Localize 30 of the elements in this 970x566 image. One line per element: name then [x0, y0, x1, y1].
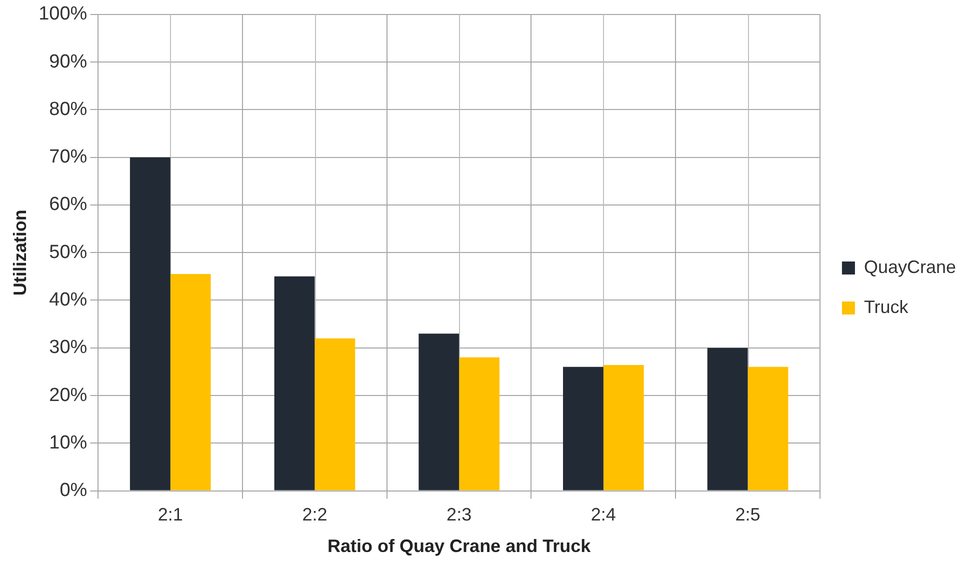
y-tick-label: 70% — [49, 146, 88, 168]
x-tick-label: 2:1 — [158, 504, 183, 525]
bar — [314, 338, 356, 490]
y-tick-label: 60% — [49, 194, 88, 216]
bar — [130, 157, 170, 490]
y-tick-label: 50% — [49, 242, 88, 263]
x-tick-label: 2:4 — [590, 504, 616, 525]
bar — [170, 274, 211, 490]
bar — [748, 366, 788, 490]
bar — [707, 348, 748, 490]
bar — [563, 366, 604, 490]
bar — [274, 276, 315, 490]
y-tick-label: 20% — [49, 384, 88, 406]
y-axis-title: Utilization — [10, 210, 30, 296]
legend-label: QuayCrane — [864, 256, 956, 277]
x-tick-label: 2:2 — [302, 504, 328, 525]
y-tick-label: 80% — [49, 98, 88, 120]
bar — [603, 365, 644, 490]
y-tick-label: 40% — [49, 289, 88, 310]
legend-label: Truck — [864, 296, 910, 317]
x-axis-title: Ratio of Quay Crane and Truck — [328, 536, 592, 556]
x-tick-label: 2:3 — [446, 504, 472, 525]
bar — [459, 357, 500, 490]
x-tick-label: 2:5 — [735, 504, 760, 525]
y-tick-label: 100% — [38, 4, 88, 25]
y-tick-label: 90% — [49, 51, 88, 72]
y-tick-label: 30% — [49, 337, 88, 358]
y-tick-label: 10% — [49, 432, 88, 454]
y-tick-label: 0% — [60, 480, 88, 502]
bar — [418, 334, 460, 490]
